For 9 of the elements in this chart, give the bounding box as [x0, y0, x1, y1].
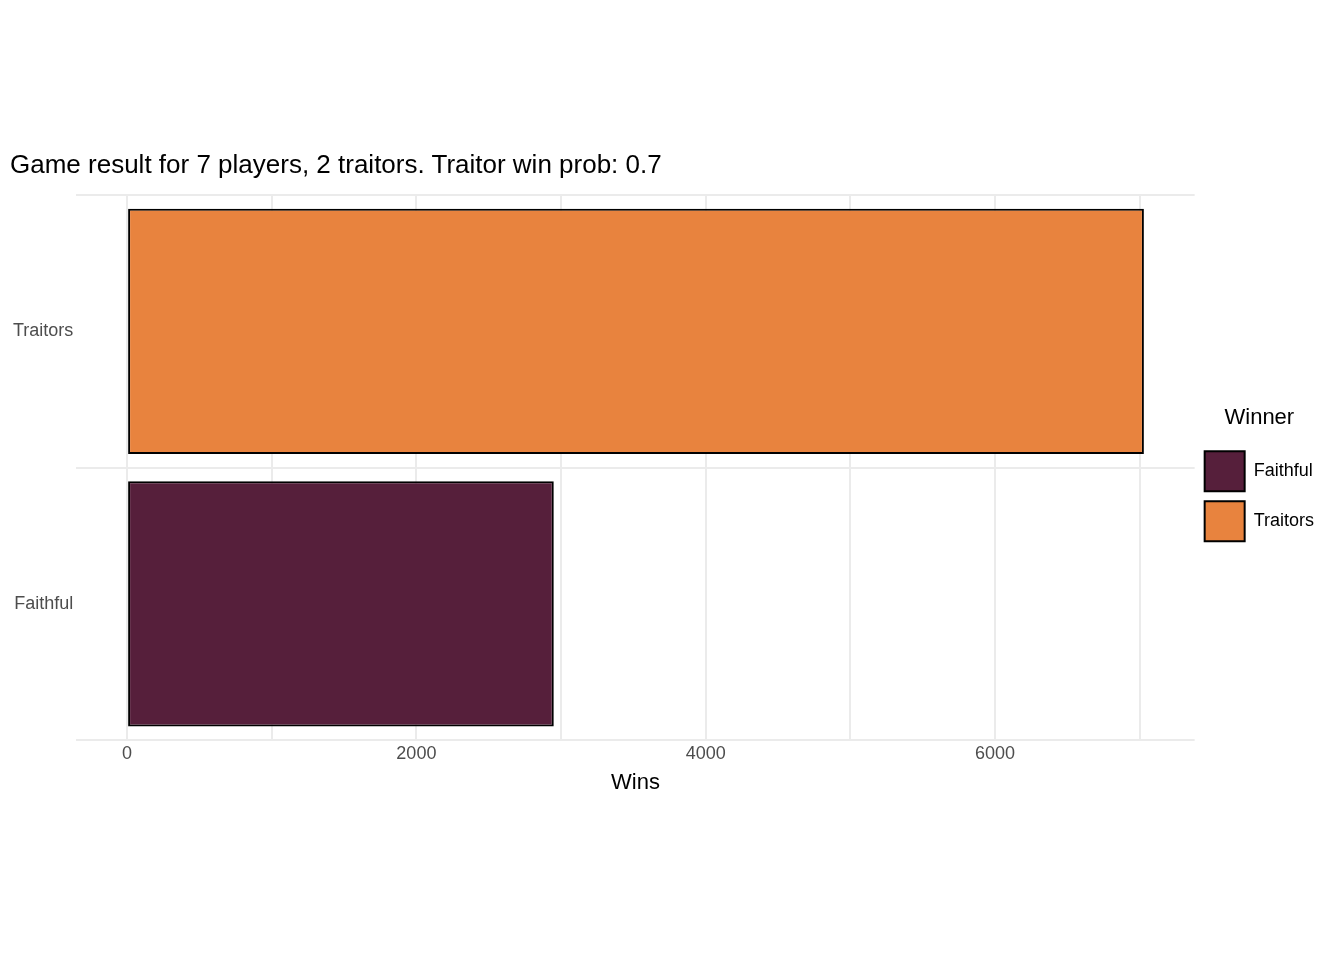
- x-tick-label: 4000: [685, 742, 726, 763]
- x-axis-title: Wins: [611, 768, 660, 794]
- x-tick-label: 2000: [396, 742, 437, 763]
- x-tick-label: 0: [122, 742, 133, 763]
- x-tick-label: 6000: [974, 742, 1015, 763]
- legend-label: Faithful: [1253, 460, 1313, 481]
- legend-title: Winner: [1224, 403, 1295, 429]
- legend-label: Traitors: [1253, 510, 1315, 531]
- chart-title: Game result for 7 players, 2 traitors. Traitor win prob: 0.7: [10, 148, 662, 179]
